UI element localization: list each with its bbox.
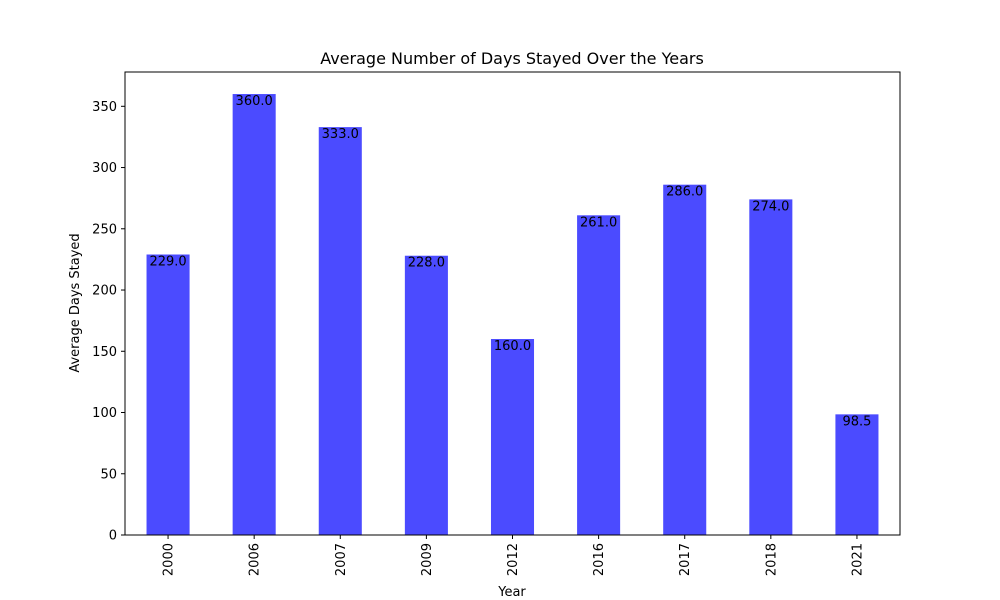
x-tick-label-2006: 2006 xyxy=(248,543,263,576)
data-label-2017: 286.0 xyxy=(666,185,703,200)
y-tick-label-0: 0 xyxy=(109,529,117,544)
y-tick-label-150: 150 xyxy=(92,345,117,360)
x-tick-label-2007: 2007 xyxy=(334,543,349,576)
bar-2006 xyxy=(232,94,276,536)
y-tick-label-350: 350 xyxy=(92,100,117,115)
x-tick-label-2012: 2012 xyxy=(506,543,521,576)
y-axis: 0 50 100 150 200 250 300 350 xyxy=(92,100,125,544)
bar-2012 xyxy=(490,339,535,535)
bar-2009 xyxy=(404,255,448,535)
x-tick-label-2021: 2021 xyxy=(850,543,865,576)
data-label-2021: 98.5 xyxy=(842,414,871,429)
y-tick-label-200: 200 xyxy=(92,284,117,299)
y-tick-label-100: 100 xyxy=(92,406,117,421)
chart-title: Average Number of Days Stayed Over the Y… xyxy=(320,49,704,68)
x-tick-label-2000: 2000 xyxy=(162,543,177,576)
data-label-2006: 360.0 xyxy=(236,94,273,109)
bar-2007 xyxy=(318,127,362,535)
data-label-2018: 274.0 xyxy=(752,199,789,214)
x-tick-label-2018: 2018 xyxy=(764,543,779,576)
data-label-2007: 333.0 xyxy=(322,127,359,142)
y-axis-label: Average Days Stayed xyxy=(68,233,83,372)
bar-2018 xyxy=(749,199,793,536)
bar-2021 xyxy=(835,414,879,535)
data-label-2012: 160.0 xyxy=(494,339,531,354)
bar-2000 xyxy=(146,254,190,535)
x-tick-label-2009: 2009 xyxy=(420,543,435,576)
x-axis: 2000 2006 2007 2009 2012 2016 2017 2018 2021 xyxy=(162,535,865,576)
data-labels-group: 229.0 360.0 333.0 228.0 160.0 261.0 286.0 274.0… xyxy=(149,94,871,429)
data-label-2009: 228.0 xyxy=(408,256,445,271)
y-tick-label-250: 250 xyxy=(92,222,117,237)
bar-2017 xyxy=(663,184,707,535)
bar-2016 xyxy=(577,215,621,536)
y-tick-label-50: 50 xyxy=(100,467,117,482)
bars-group xyxy=(146,94,879,536)
data-label-2000: 229.0 xyxy=(149,255,186,270)
x-tick-label-2017: 2017 xyxy=(678,543,693,576)
data-label-2016: 261.0 xyxy=(580,215,617,230)
x-axis-label: Year xyxy=(497,585,526,600)
x-tick-label-2016: 2016 xyxy=(592,543,607,576)
y-tick-label-300: 300 xyxy=(92,161,117,176)
